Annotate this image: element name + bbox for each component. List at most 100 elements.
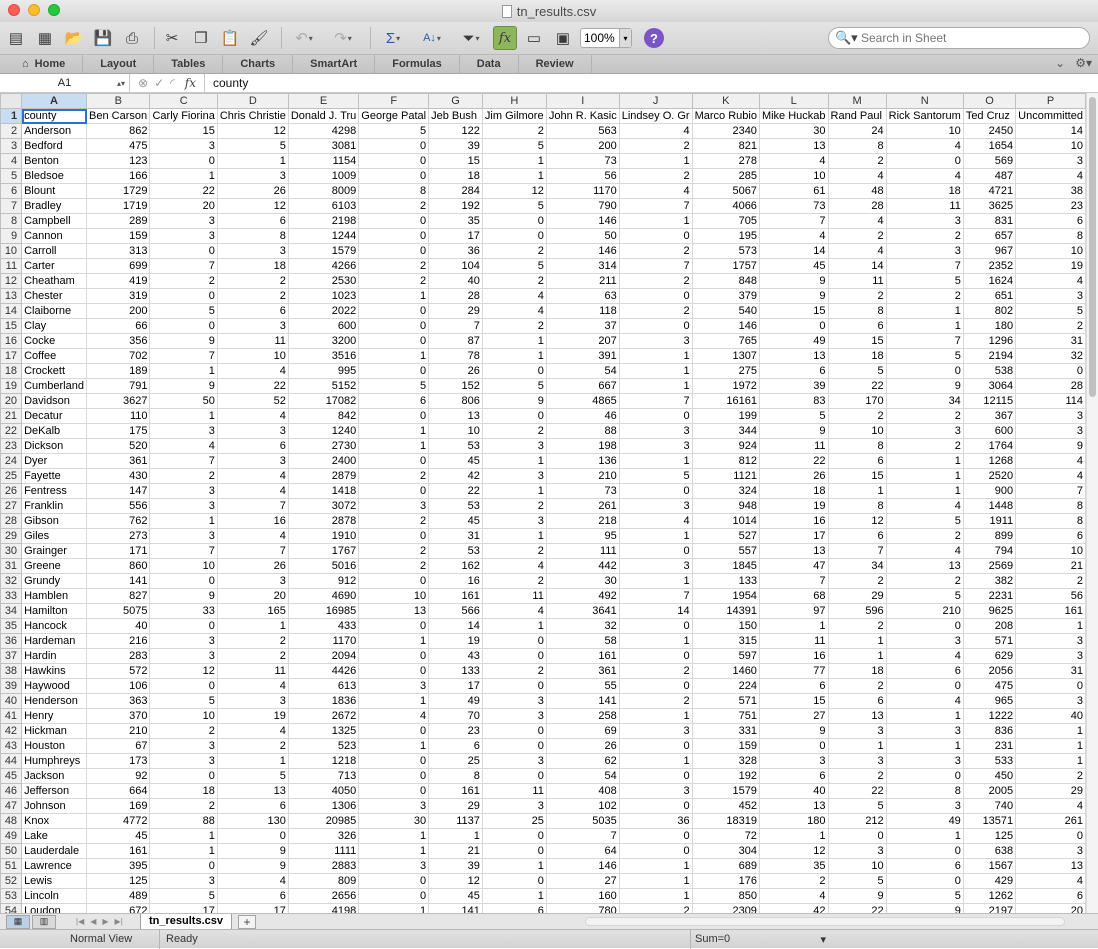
tab-tables[interactable]: Tables [154,55,224,73]
row-header[interactable]: 22 [0,423,23,439]
vote-cell[interactable]: 450 [962,768,1017,784]
vote-cell[interactable]: 2 [618,903,693,913]
page-layout-view-icon[interactable]: ▥ [32,914,56,929]
county-cell[interactable]: Blount [21,183,87,199]
vote-cell[interactable]: 118 [545,303,620,319]
vote-cell[interactable]: 2 [358,543,430,559]
vote-cell[interactable]: 14 [758,243,829,259]
vote-cell[interactable]: 1222 [962,708,1017,724]
vote-cell[interactable]: 995 [287,363,360,379]
row-header[interactable]: 44 [0,753,23,769]
vote-cell[interactable]: 5 [885,348,964,364]
vote-cell[interactable]: 1719 [85,198,151,214]
vote-cell[interactable]: 195 [691,228,760,244]
vote-cell[interactable]: 200 [545,138,620,154]
vote-cell[interactable]: 1 [827,738,887,754]
vote-cell[interactable]: 0 [358,648,430,664]
vote-cell[interactable]: 812 [691,453,760,469]
print-icon[interactable]: ⎙ [125,29,138,47]
vote-cell[interactable]: 20985 [287,813,360,829]
vote-cell[interactable]: 278 [691,153,760,169]
vote-cell[interactable]: 3 [149,753,218,769]
vote-cell[interactable]: 165 [216,603,289,619]
prev-sheet-icon[interactable]: ◀ [90,917,97,926]
county-cell[interactable]: Franklin [21,498,87,514]
vote-cell[interactable]: 4 [216,873,289,889]
vote-cell[interactable]: 28 [1015,378,1086,394]
vote-cell[interactable]: 1 [149,363,218,379]
vote-cell[interactable]: 6 [428,738,483,754]
vote-cell[interactable]: 6 [216,888,289,904]
vote-cell[interactable]: 1757 [691,258,760,274]
county-cell[interactable]: Clay [21,318,87,334]
vote-cell[interactable]: 17 [428,678,483,694]
vote-cell[interactable]: 31 [1015,333,1086,349]
row-header[interactable]: 20 [0,393,23,409]
vote-cell[interactable]: 3 [149,738,218,754]
vote-cell[interactable]: 13 [758,543,829,559]
tab-formulas[interactable]: Formulas [375,55,460,73]
row-header[interactable]: 4 [0,153,23,169]
vote-cell[interactable]: 1268 [962,453,1017,469]
vote-cell[interactable]: 0 [618,483,693,499]
vote-cell[interactable]: 141 [428,903,483,913]
vote-cell[interactable]: 3 [149,423,218,439]
vote-cell[interactable]: 6 [481,903,547,913]
header-cell[interactable]: John R. Kasic [545,108,620,124]
vote-cell[interactable]: 5 [358,123,430,139]
row-header[interactable]: 37 [0,648,23,664]
vote-cell[interactable]: 2056 [962,663,1017,679]
county-cell[interactable]: Houston [21,738,87,754]
vote-cell[interactable]: 6 [216,438,289,454]
vote-cell[interactable]: 3641 [545,603,620,619]
vote-cell[interactable]: 0 [358,753,430,769]
vote-cell[interactable]: 3 [481,753,547,769]
vote-cell[interactable]: 11 [885,198,964,214]
vote-cell[interactable]: 0 [149,618,218,634]
vote-cell[interactable]: 49 [885,813,964,829]
vote-cell[interactable]: 1 [216,618,289,634]
vote-cell[interactable]: 102 [545,798,620,814]
zoom-window-button[interactable] [48,4,60,16]
vote-cell[interactable]: 2 [827,768,887,784]
new-workbook-icon[interactable]: ▤ [8,30,24,47]
vote-cell[interactable]: 10 [1015,243,1086,259]
vote-cell[interactable]: 4 [618,513,693,529]
vote-cell[interactable]: 2 [618,303,693,319]
vote-cell[interactable]: 125 [962,828,1017,844]
vote-cell[interactable]: 4721 [962,183,1017,199]
filter-icon[interactable]: ⏷ ▾ [462,29,480,47]
row-header[interactable]: 8 [0,213,23,229]
vote-cell[interactable]: 8 [428,768,483,784]
vote-cell[interactable]: 821 [691,138,760,154]
vote-cell[interactable]: 1624 [962,273,1017,289]
vote-cell[interactable]: 2197 [962,903,1017,913]
vote-cell[interactable]: 161 [428,588,483,604]
vote-cell[interactable]: 22 [827,378,887,394]
vote-cell[interactable]: 2 [481,423,547,439]
vote-cell[interactable]: 0 [149,243,218,259]
vote-cell[interactable]: 13 [428,408,483,424]
vote-cell[interactable]: 5 [885,273,964,289]
county-cell[interactable]: Coffee [21,348,87,364]
formula-builder-icon[interactable]: fx [493,26,517,50]
vote-cell[interactable]: 4690 [287,588,360,604]
vote-cell[interactable]: 4066 [691,198,760,214]
vote-cell[interactable]: 26 [758,468,829,484]
vote-cell[interactable]: 1 [1015,723,1086,739]
column-header-e[interactable]: E [287,93,360,109]
vote-cell[interactable]: 2 [618,243,693,259]
vote-cell[interactable]: 15 [758,693,829,709]
vote-cell[interactable]: 73 [758,198,829,214]
vote-cell[interactable]: 11 [758,633,829,649]
county-cell[interactable]: Cumberland [21,378,87,394]
vote-cell[interactable]: 11 [216,333,289,349]
vote-cell[interactable]: 651 [962,288,1017,304]
vote-cell[interactable]: 208 [962,618,1017,634]
row-header[interactable]: 26 [0,483,23,499]
vote-cell[interactable]: 1218 [287,753,360,769]
confirm-entry-icon[interactable]: ✓ [154,76,165,90]
vertical-scrollbar[interactable] [1086,93,1098,913]
vote-cell[interactable]: 395 [85,858,151,874]
